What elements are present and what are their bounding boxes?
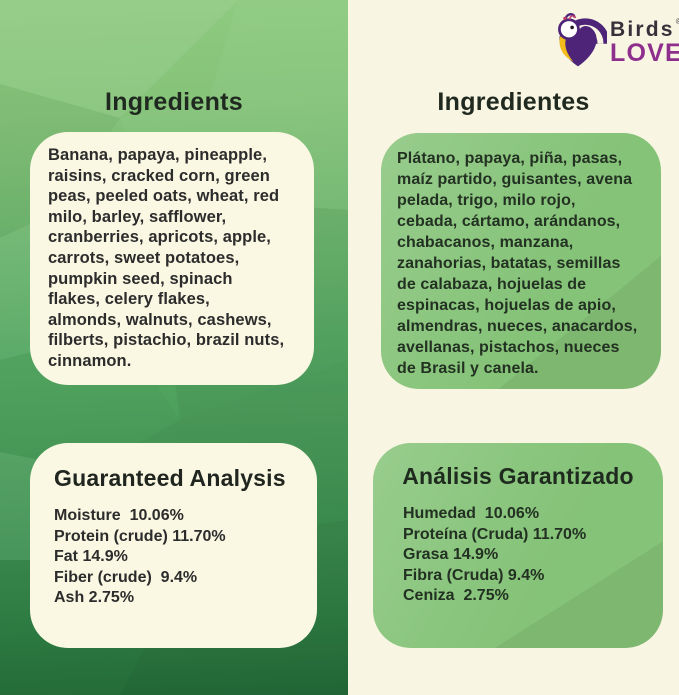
analysis-row: Humedad 10.06%: [403, 505, 540, 522]
registered-trademark-symbol: ®: [675, 17, 679, 26]
brand-name-love: LOVE: [610, 39, 679, 67]
ingredients-text-es: Plátano, papaya, piña, pasas, maíz parti…: [397, 150, 638, 377]
analysis-row: Grasa 14.9%: [403, 546, 499, 564]
brand-wordmark: Birds ® LOVE: [610, 17, 679, 67]
ingredients-card-en: Banana, papaya, pineapple, raisins, crac…: [30, 132, 314, 385]
ingredients-text-en: Banana, papaya, pineapple, raisins, crac…: [48, 146, 285, 370]
analysis-row: Fat 14.9%: [54, 548, 128, 566]
ingredients-heading-en: Ingredients: [104, 88, 244, 116]
ingredients-heading-es: Ingredientes: [437, 88, 590, 116]
guaranteed-analysis-heading-en: Guaranteed Analysis: [54, 465, 286, 491]
guaranteed-analysis-card-en: Guaranteed Analysis Moisture 10.06% Prot…: [30, 443, 317, 648]
brand-logo: Birds ® LOVE: [549, 12, 679, 70]
brand-name-birds: Birds: [610, 18, 675, 41]
analysis-row: Fiber (crude) 9.4%: [54, 568, 198, 586]
ingredients-card-es: Plátano, papaya, piña, pasas, maíz parti…: [381, 133, 661, 389]
guaranteed-analysis-heading-es: Análisis Garantizado: [402, 463, 634, 489]
analysis-row: Fibra (Cruda) 9.4%: [403, 566, 545, 584]
analysis-row: Moisture 10.06%: [54, 507, 184, 524]
analysis-rows-en: Moisture 10.06% Protein (crude) 11.70% F…: [54, 506, 299, 609]
analysis-row: Ceniza 2.75%: [403, 587, 509, 605]
analysis-rows-es: Humedad 10.06% Proteína (Cruda) 11.70% G…: [373, 504, 663, 607]
analysis-row: Proteína (Cruda) 11.70%: [403, 525, 587, 543]
guaranteed-analysis-card-es: Análisis Garantizado Humedad 10.06% Prot…: [373, 443, 663, 648]
analysis-row: Ash 2.75%: [54, 589, 135, 607]
analysis-row: Protein (crude) 11.70%: [54, 527, 226, 545]
parrot-heart-icon: [558, 13, 607, 67]
